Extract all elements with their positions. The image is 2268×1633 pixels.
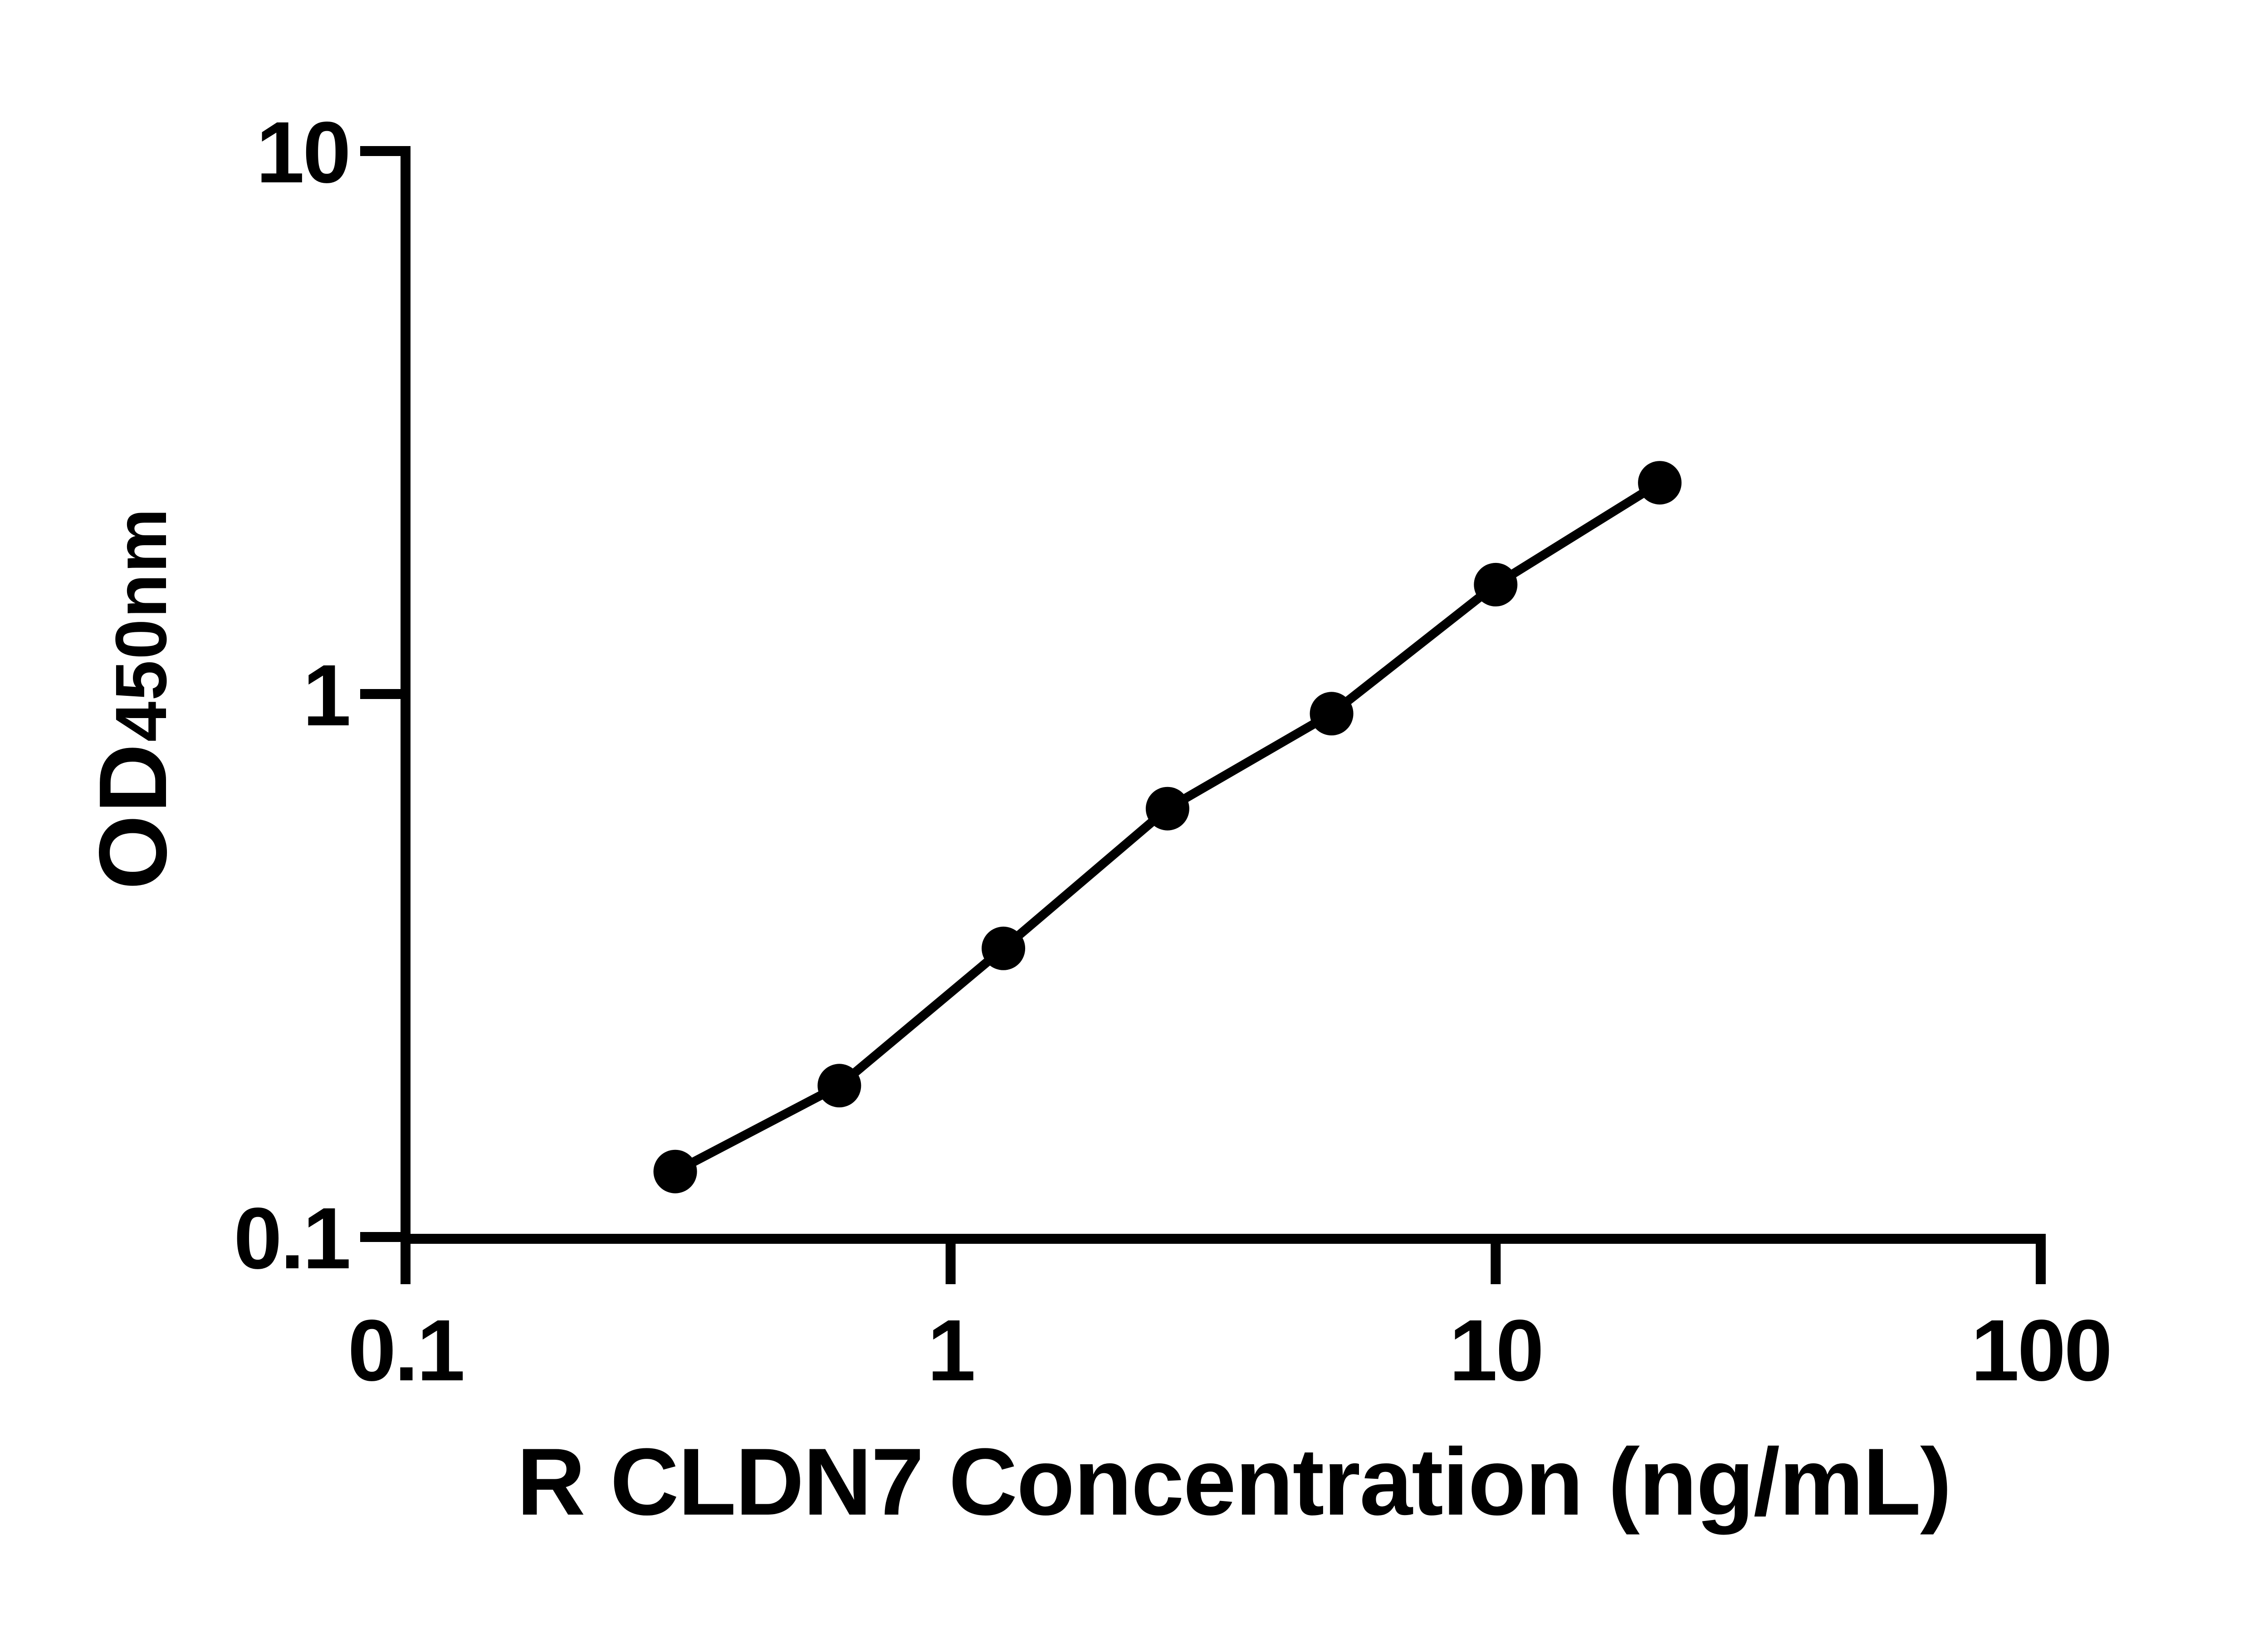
data-point (1310, 692, 1354, 736)
y-tick-label: 10 (256, 103, 349, 201)
x-tick-label: 100 (1971, 1301, 2111, 1399)
x-tick-label: 1 (927, 1301, 974, 1399)
y-tick-label: 1 (303, 646, 349, 744)
x-axis-title: R CLDN7 Concentration (ng/mL) (517, 1428, 1952, 1535)
data-point (817, 1064, 861, 1108)
data-point (1638, 461, 1682, 505)
y-tick-label: 0.1 (234, 1189, 349, 1287)
data-point (982, 926, 1026, 970)
y-axis-title-subscript: 450nm (100, 507, 181, 742)
data-point (1145, 787, 1189, 831)
x-tick-label: 0.1 (348, 1301, 464, 1399)
data-point (653, 1149, 697, 1193)
y-axis-title: OD450nm (79, 508, 186, 890)
data-point (1474, 562, 1518, 606)
x-tick-label: 10 (1449, 1301, 1543, 1399)
y-axis-title-main: OD (79, 742, 186, 890)
